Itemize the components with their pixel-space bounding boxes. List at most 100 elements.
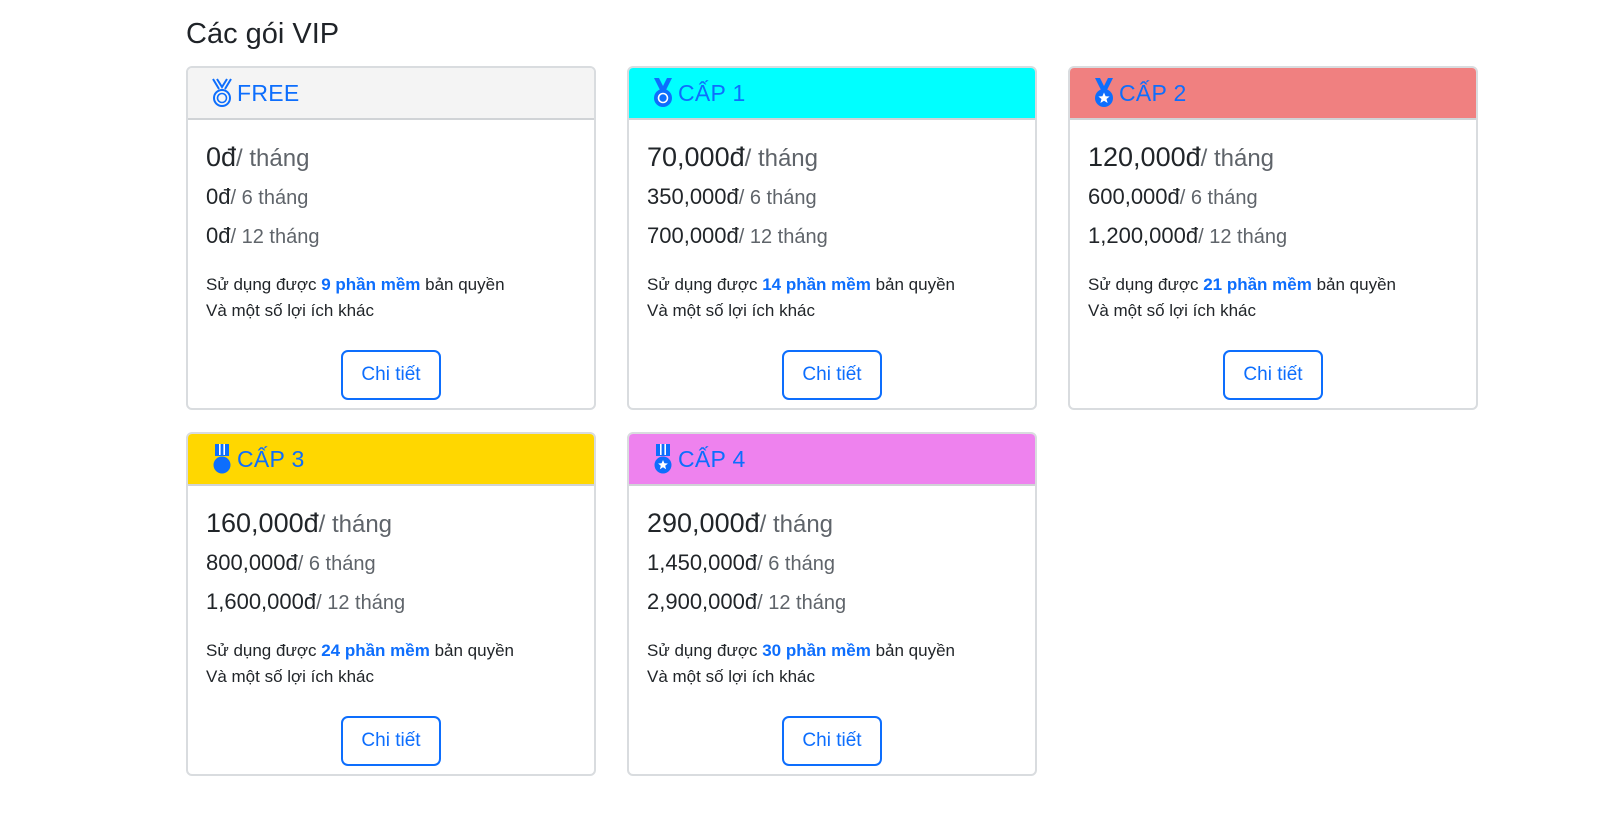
plan-description: Sử dụng được 30 phần mềm bản quyền Và mộ… — [647, 638, 1017, 690]
price-period: / 6 tháng — [230, 187, 309, 209]
plan-card-body: 70,000đ/ tháng 350,000đ/ 6 tháng 700,000… — [629, 120, 1035, 400]
plan-card-header: CẤP 4 — [629, 434, 1035, 486]
usage-suffix: bản quyền — [425, 275, 505, 294]
price-period: / tháng — [1200, 145, 1275, 172]
military-medal-star-icon — [650, 443, 676, 475]
medal-icon — [650, 77, 676, 109]
price-period: / 6 tháng — [757, 553, 835, 575]
plan-name: CẤP 1 — [678, 79, 746, 106]
plan-card-free: FREE 0đ/ tháng 0đ/ 6 tháng 0đ/ 12 tháng … — [186, 66, 596, 410]
extra-benefits: Và một số lợi ích khác — [1088, 301, 1256, 320]
price-amount: 0đ — [206, 184, 231, 209]
plan-card-body: 160,000đ/ tháng 800,000đ/ 6 tháng 1,600,… — [188, 486, 594, 766]
medal-outline-icon — [209, 77, 235, 109]
price-monthly: 290,000đ/ tháng — [647, 504, 1017, 544]
detail-button[interactable]: Chi tiết — [341, 716, 441, 766]
price-period: / 6 tháng — [297, 553, 376, 575]
button-wrap: Chi tiết — [206, 716, 576, 766]
price-amount: 1,200,000đ — [1088, 223, 1199, 248]
price-12-months: 1,200,000đ/ 12 tháng — [1088, 217, 1458, 256]
price-amount: 120,000đ — [1088, 142, 1201, 172]
software-count: 9 phần mềm — [321, 275, 421, 294]
usage-prefix: Sử dụng được — [647, 275, 758, 294]
plan-card-level-3: CẤP 3 160,000đ/ tháng 800,000đ/ 6 tháng … — [186, 432, 596, 776]
price-period: / 12 tháng — [738, 226, 828, 248]
military-medal-icon — [209, 443, 235, 475]
plan-description: Sử dụng được 9 phần mềm bản quyền Và một… — [206, 272, 576, 324]
price-6-months: 800,000đ/ 6 tháng — [206, 544, 576, 583]
usage-suffix: bản quyền — [434, 641, 514, 660]
button-wrap: Chi tiết — [1088, 350, 1458, 400]
extra-benefits: Và một số lợi ích khác — [647, 301, 815, 320]
detail-button[interactable]: Chi tiết — [341, 350, 441, 400]
plan-card-header: CẤP 3 — [188, 434, 594, 486]
plan-card-level-2: CẤP 2 120,000đ/ tháng 600,000đ/ 6 tháng … — [1068, 66, 1478, 410]
plan-card-level-4: CẤP 4 290,000đ/ tháng 1,450,000đ/ 6 thán… — [627, 432, 1037, 776]
price-amount: 1,450,000đ — [647, 550, 758, 575]
price-amount: 70,000đ — [647, 142, 745, 172]
page-title: Các gói VIP — [186, 18, 340, 50]
plan-card-body: 120,000đ/ tháng 600,000đ/ 6 tháng 1,200,… — [1070, 120, 1476, 400]
price-period: / 12 tháng — [1198, 226, 1288, 248]
price-12-months: 2,900,000đ/ 12 tháng — [647, 583, 1017, 622]
price-amount: 160,000đ — [206, 508, 319, 538]
price-period: / tháng — [236, 145, 310, 172]
button-wrap: Chi tiết — [647, 350, 1017, 400]
extra-benefits: Và một số lợi ích khác — [206, 667, 374, 686]
usage-suffix: bản quyền — [875, 641, 955, 660]
price-period: / 6 tháng — [1179, 187, 1258, 209]
price-period: / tháng — [744, 145, 819, 172]
button-wrap: Chi tiết — [206, 350, 576, 400]
plan-name: FREE — [237, 79, 300, 106]
price-12-months: 1,600,000đ/ 12 tháng — [206, 583, 576, 622]
price-period: / 6 tháng — [738, 187, 817, 209]
plan-card-header: CẤP 1 — [629, 68, 1035, 120]
price-amount: 290,000đ — [647, 508, 760, 538]
plan-card-level-1: CẤP 1 70,000đ/ tháng 350,000đ/ 6 tháng 7… — [627, 66, 1037, 410]
price-amount: 600,000đ — [1088, 184, 1180, 209]
price-period: / tháng — [318, 511, 393, 538]
price-period: / tháng — [759, 511, 834, 538]
price-amount: 700,000đ — [647, 223, 739, 248]
software-count: 24 phần mềm — [321, 641, 430, 660]
software-count: 21 phần mềm — [1203, 275, 1312, 294]
plan-card-header: CẤP 2 — [1070, 68, 1476, 120]
price-6-months: 1,450,000đ/ 6 tháng — [647, 544, 1017, 583]
detail-button[interactable]: Chi tiết — [782, 350, 882, 400]
price-amount: 1,600,000đ — [206, 589, 317, 614]
detail-button[interactable]: Chi tiết — [782, 716, 882, 766]
plan-description: Sử dụng được 21 phần mềm bản quyền Và mộ… — [1088, 272, 1458, 324]
plan-card-body: 290,000đ/ tháng 1,450,000đ/ 6 tháng 2,90… — [629, 486, 1035, 766]
usage-prefix: Sử dụng được — [206, 641, 317, 660]
software-count: 30 phần mềm — [762, 641, 871, 660]
button-wrap: Chi tiết — [647, 716, 1017, 766]
usage-prefix: Sử dụng được — [647, 641, 758, 660]
price-6-months: 350,000đ/ 6 tháng — [647, 178, 1017, 217]
price-amount: 0đ — [206, 142, 237, 172]
price-6-months: 600,000đ/ 6 tháng — [1088, 178, 1458, 217]
price-monthly: 0đ/ tháng — [206, 138, 576, 178]
price-period: / 12 tháng — [757, 592, 847, 614]
extra-benefits: Và một số lợi ích khác — [206, 301, 374, 320]
plan-name: CẤP 4 — [678, 445, 746, 472]
price-12-months: 700,000đ/ 12 tháng — [647, 217, 1017, 256]
usage-prefix: Sử dụng được — [1088, 275, 1199, 294]
extra-benefits: Và một số lợi ích khác — [647, 667, 815, 686]
detail-button[interactable]: Chi tiết — [1223, 350, 1323, 400]
usage-suffix: bản quyền — [1316, 275, 1396, 294]
price-12-months: 0đ/ 12 tháng — [206, 217, 576, 256]
software-count: 14 phần mềm — [762, 275, 871, 294]
plan-card-header: FREE — [188, 68, 594, 120]
plan-description: Sử dụng được 14 phần mềm bản quyền Và mộ… — [647, 272, 1017, 324]
medal-star-icon — [1091, 77, 1117, 109]
price-amount: 0đ — [206, 223, 231, 248]
plan-card-body: 0đ/ tháng 0đ/ 6 tháng 0đ/ 12 tháng Sử dụ… — [188, 120, 594, 400]
plan-description: Sử dụng được 24 phần mềm bản quyền Và mộ… — [206, 638, 576, 690]
price-monthly: 70,000đ/ tháng — [647, 138, 1017, 178]
usage-suffix: bản quyền — [875, 275, 955, 294]
price-monthly: 160,000đ/ tháng — [206, 504, 576, 544]
plan-name: CẤP 3 — [237, 445, 305, 472]
price-amount: 800,000đ — [206, 550, 298, 575]
price-monthly: 120,000đ/ tháng — [1088, 138, 1458, 178]
price-6-months: 0đ/ 6 tháng — [206, 178, 576, 217]
